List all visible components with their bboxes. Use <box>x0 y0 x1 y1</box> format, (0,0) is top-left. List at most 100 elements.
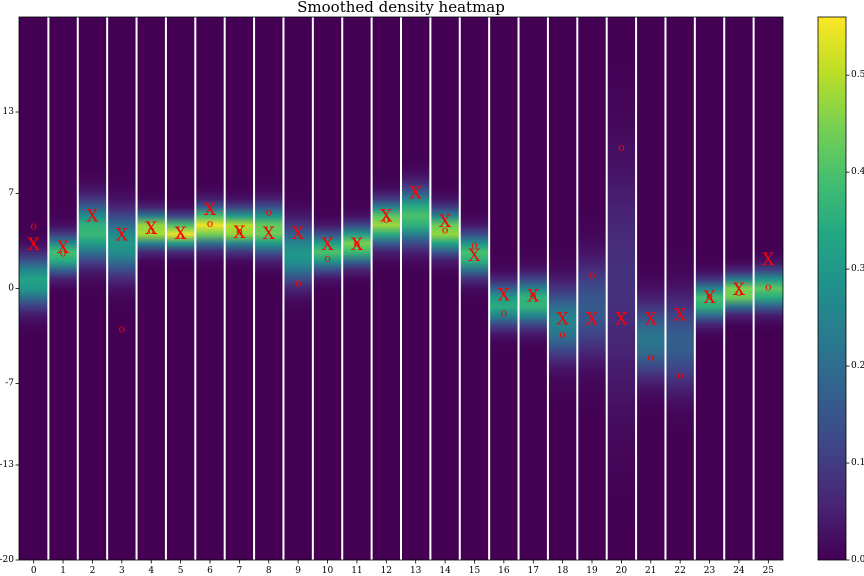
heatmap-column-12 <box>371 17 401 560</box>
x-tick-label: 5 <box>178 566 184 576</box>
marker-o: o <box>148 224 155 237</box>
marker-o: o <box>530 289 537 302</box>
x-tick-label: 23 <box>704 566 716 576</box>
marker-x: X <box>292 224 305 244</box>
x-tick-label: 8 <box>266 566 272 576</box>
heatmap-column-7 <box>224 17 255 560</box>
marker-x: X <box>263 224 276 244</box>
x-tick-label: 12 <box>381 566 392 576</box>
heatmap-column-4 <box>136 17 166 560</box>
heatmap-column-9 <box>283 17 313 560</box>
colorbar: 0.0 0.1 0.2 0.3 0.4 0.5 <box>817 16 864 565</box>
marker-x: X <box>586 310 599 330</box>
x-tick-label: 24 <box>733 566 745 576</box>
heatmap-column-25 <box>753 17 783 560</box>
marker-x: X <box>116 226 129 246</box>
marker-x: X <box>498 285 511 305</box>
x-axis: 0 1 2 3 4 5 6 7 8 9 10 11 12 13 14 15 16 17 18 19 20 21 22 23 24… <box>31 560 774 576</box>
marker-o: o <box>324 252 331 265</box>
x-tick-label: 7 <box>237 566 243 576</box>
marker-o: o <box>736 286 743 299</box>
x-tick-label: 19 <box>586 566 598 576</box>
y-axis: -20 -13 -7 0 7 13 <box>0 107 19 565</box>
marker-x: X <box>145 219 158 239</box>
x-tick-label: 22 <box>674 566 685 576</box>
marker-o: o <box>265 206 272 219</box>
marker-o: o <box>207 217 214 230</box>
marker-x: X <box>410 183 423 203</box>
marker-x: X <box>762 250 775 270</box>
x-tick-label: 16 <box>498 566 510 576</box>
colorbar-gradient <box>817 16 847 561</box>
heatmap-column-14 <box>430 17 460 560</box>
x-tick-label: 17 <box>528 566 540 576</box>
marker-o: o <box>354 237 361 250</box>
x-tick-label: 25 <box>763 566 775 576</box>
marker-o: o <box>765 281 772 294</box>
heatmap-column-5 <box>165 17 196 560</box>
heatmap-column-13 <box>401 17 431 560</box>
marker-o: o <box>706 290 713 303</box>
marker-x: X <box>380 207 393 227</box>
y-tick-label: -13 <box>0 460 14 470</box>
x-tick-label: 10 <box>322 566 334 576</box>
colorbar-tick-label: 0.2 <box>851 361 864 371</box>
marker-o: o <box>559 328 566 341</box>
x-tick-label: 6 <box>207 566 213 576</box>
marker-x: X <box>527 287 540 307</box>
heatmap-column-10 <box>312 17 343 560</box>
marker-o: o <box>647 351 654 364</box>
heatmap-column-16 <box>489 17 519 560</box>
heatmap-column-19 <box>577 17 607 560</box>
chart-title: Smoothed density heatmap <box>297 0 505 16</box>
heatmap-column-1 <box>48 17 78 560</box>
marker-o: o <box>119 323 126 336</box>
colorbar-tick-label: 0.0 <box>851 555 864 565</box>
heatmap-column-3 <box>107 17 137 560</box>
colorbar-tick-label: 0.3 <box>851 264 864 274</box>
marker-x: X <box>439 212 452 232</box>
marker-x: X <box>645 310 658 330</box>
heatmap-column-15 <box>459 17 490 560</box>
marker-x: X <box>321 235 334 255</box>
heatmap-column-21 <box>636 17 666 560</box>
x-tick-label: 2 <box>90 566 96 576</box>
marker-x: X <box>615 310 628 330</box>
marker-x: X <box>233 223 246 243</box>
marker-o: o <box>236 225 243 238</box>
heatmap-column-17 <box>518 17 548 560</box>
colorbar-tick-label: 0.4 <box>851 167 864 177</box>
x-tick-label: 3 <box>119 566 125 576</box>
marker-x: X <box>468 246 481 266</box>
x-tick-label: 4 <box>148 566 154 576</box>
y-tick-label: -7 <box>5 379 14 389</box>
marker-x: X <box>557 310 570 330</box>
x-tick-label: 1 <box>60 566 66 576</box>
heatmap-column-24 <box>724 17 754 560</box>
marker-o: o <box>60 247 67 260</box>
marker-o: o <box>618 141 625 154</box>
x-tick-label: 11 <box>351 566 362 576</box>
marker-o: o <box>383 213 390 226</box>
marker-o: o <box>677 369 684 382</box>
marker-x: X <box>351 235 364 255</box>
y-tick-label: 0 <box>8 284 14 294</box>
heatmap-column-11 <box>342 17 372 560</box>
marker-o: o <box>295 277 302 290</box>
heatmap-column-6 <box>195 17 225 560</box>
x-tick-label: 0 <box>31 566 37 576</box>
heatmap-column-2 <box>77 17 108 560</box>
x-tick-label: 14 <box>439 566 451 576</box>
heatmap-column-20 <box>606 17 637 560</box>
colorbar-tick-label: 0.1 <box>851 458 864 468</box>
marker-o: o <box>501 306 508 319</box>
marker-x: X <box>703 288 716 308</box>
y-tick-label: 7 <box>8 188 14 198</box>
colorbar-tick-label: 0.5 <box>851 70 864 80</box>
x-tick-label: 20 <box>616 566 628 576</box>
x-tick-label: 15 <box>469 566 481 576</box>
marker-o: o <box>177 229 184 242</box>
heatmap-column-23 <box>694 17 725 560</box>
marker-x: X <box>57 238 70 258</box>
marker-o: o <box>589 268 596 281</box>
